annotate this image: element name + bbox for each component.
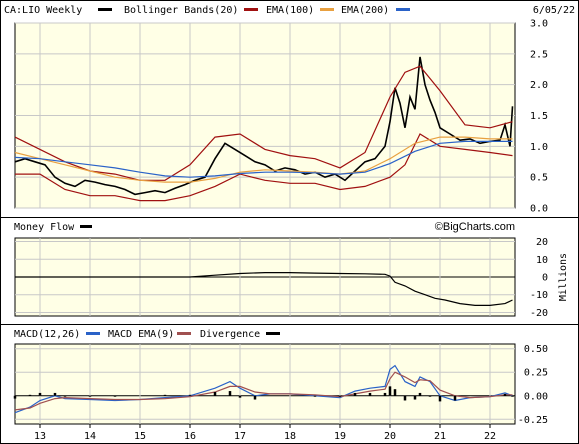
mf-ytick-label: -10 xyxy=(530,290,548,301)
ema200-label: EMA(200) xyxy=(341,5,389,16)
price-ytick-label: 2.0 xyxy=(530,80,548,91)
x-tick-label: 14 xyxy=(84,431,96,442)
watermark: ©BigCharts.com xyxy=(435,221,515,233)
x-tick-label: 16 xyxy=(184,431,196,442)
macd-grid xyxy=(15,344,515,424)
macd-ytick-label: 0.50 xyxy=(524,344,548,355)
ema100-label: EMA(100) xyxy=(266,5,314,16)
x-tick-label: 19 xyxy=(334,431,346,442)
bollinger-upper-line xyxy=(14,65,513,181)
macd-ytick-label: 0.00 xyxy=(524,391,548,402)
mf-ytick-label: 0 xyxy=(542,273,548,284)
x-tick-label: 18 xyxy=(284,431,296,442)
price-ytick-label: 1.5 xyxy=(530,111,548,122)
ema-100-line xyxy=(14,136,513,183)
x-tick-label: 17 xyxy=(234,431,246,442)
chart-date: 6/05/22 xyxy=(533,5,575,16)
macd-ema-label: MACD EMA(9) xyxy=(108,329,174,340)
price-legend: CA:LIO Weekly Bollinger Bands(20) EMA(10… xyxy=(4,5,575,16)
macd-label: MACD(12,26) xyxy=(14,329,80,340)
x-tick-label: 20 xyxy=(384,431,396,442)
price-ytick-label: 3.0 xyxy=(530,19,548,30)
mf-ytick-label: 20 xyxy=(536,237,548,248)
mf-y-axis: 20 10 0 -10 -20 xyxy=(530,237,548,319)
macd-ema-9-line xyxy=(14,371,513,411)
money-flow-line xyxy=(15,272,513,306)
price-y-axis: 0.0 0.5 1.0 1.5 2.0 2.5 3.0 xyxy=(530,19,548,215)
x-tick-label: 21 xyxy=(434,431,446,442)
price-grid xyxy=(15,22,515,209)
macd-y-axis: 0.50 0.25 0.00 -0.25 xyxy=(518,344,548,426)
macd-series xyxy=(13,364,514,414)
price-ytick-label: 0.0 xyxy=(530,204,548,215)
symbol-label: CA:LIO Weekly xyxy=(4,5,82,16)
price-ytick-label: 2.5 xyxy=(530,49,548,60)
mf-unit-label: Millions xyxy=(558,253,569,301)
divergence-label: Divergence xyxy=(200,329,260,340)
mf-ytick-label: -20 xyxy=(530,308,548,319)
ema-200-line xyxy=(14,140,513,178)
x-tick-label: 22 xyxy=(484,431,496,442)
mf-label: Money Flow xyxy=(14,222,75,233)
x-axis: 13 14 15 16 17 18 19 20 21 22 xyxy=(34,424,496,442)
price-ytick-label: 0.5 xyxy=(530,173,548,184)
price-series xyxy=(14,56,514,202)
mf-ytick-label: 10 xyxy=(536,255,548,266)
x-tick-label: 15 xyxy=(134,431,146,442)
price-ytick-label: 1.0 xyxy=(530,142,548,153)
macd-ytick-label: 0.25 xyxy=(524,368,548,379)
x-tick-label: 13 xyxy=(34,431,46,442)
bollinger-label: Bollinger Bands(20) xyxy=(124,5,238,16)
macd-ytick-label: -0.25 xyxy=(518,415,548,426)
mf-series xyxy=(15,272,513,306)
